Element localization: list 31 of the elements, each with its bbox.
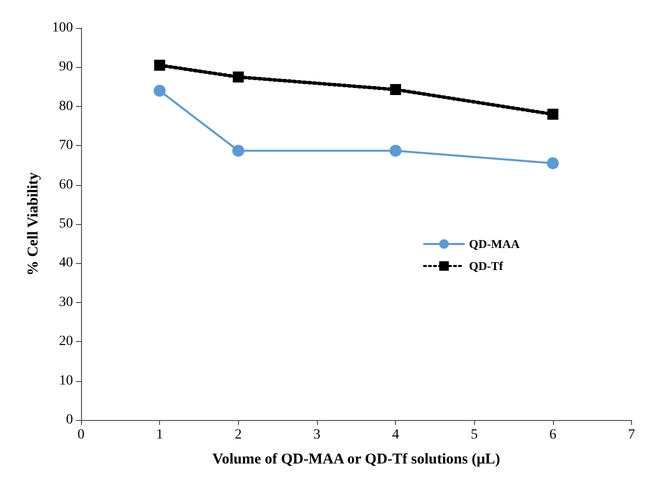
y-tick-label: 20 bbox=[59, 334, 73, 350]
y-tick-label: 50 bbox=[59, 216, 73, 232]
x-tick-label: 6 bbox=[549, 428, 556, 442]
y-axis-title: % Cell Viability bbox=[26, 172, 42, 276]
legend-label: QD-Tf bbox=[469, 259, 504, 273]
point bbox=[546, 157, 559, 170]
legend-label: QD-MAA bbox=[469, 237, 520, 251]
x-tick-label: 4 bbox=[392, 428, 400, 442]
y-tick-label: 100 bbox=[52, 20, 73, 36]
y-tick-label: 60 bbox=[59, 177, 73, 192]
y-tick-label: 90 bbox=[59, 60, 73, 75]
x-tick-label: 1 bbox=[156, 428, 164, 442]
y-tick-label: 10 bbox=[59, 373, 73, 388]
point bbox=[390, 144, 402, 157]
y-tick-label: 30 bbox=[59, 294, 73, 310]
x-tick-label: 0 bbox=[78, 428, 84, 442]
x-tick-label: 2 bbox=[234, 428, 242, 442]
point bbox=[232, 72, 244, 82]
point bbox=[547, 108, 558, 120]
y-tick-label: 0 bbox=[66, 412, 73, 428]
point bbox=[232, 144, 244, 157]
x-tick-label: 5 bbox=[470, 428, 478, 442]
point bbox=[154, 60, 166, 71]
x-tick-label: 7 bbox=[628, 428, 635, 442]
x-tick-label: 3 bbox=[313, 428, 320, 442]
point bbox=[390, 84, 402, 96]
y-tick-label: 70 bbox=[59, 138, 73, 154]
x-axis-title: Volume of QD-MAA or QD-Tf solutions (μL) bbox=[212, 452, 500, 468]
point bbox=[154, 84, 166, 97]
y-tick-label: 80 bbox=[59, 98, 73, 114]
y-tick-label: 40 bbox=[59, 256, 73, 271]
